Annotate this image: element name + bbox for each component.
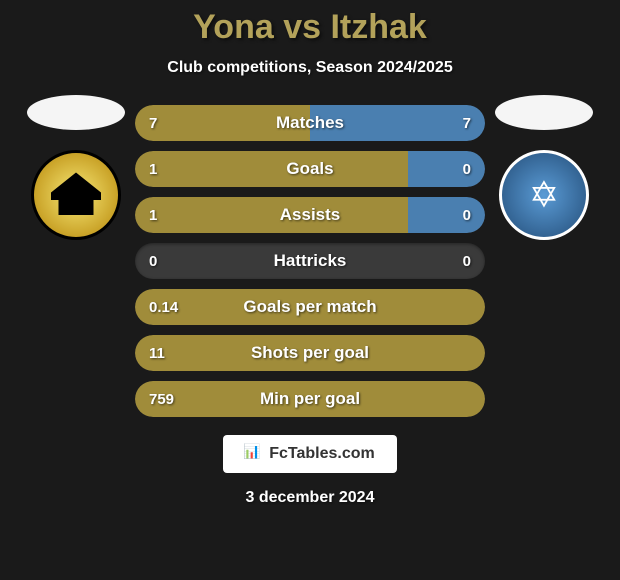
stat-label: Matches <box>276 113 344 133</box>
stat-bar: 759 Min per goal <box>135 381 485 417</box>
player-left-column <box>27 95 125 240</box>
stat-bar: 1 Goals 0 <box>135 151 485 187</box>
bar-fill-left <box>135 197 408 233</box>
bar-fill-right <box>408 151 485 187</box>
player-right-avatar <box>495 95 593 130</box>
stat-value-right: 7 <box>463 115 471 132</box>
stat-value-left: 1 <box>149 207 157 224</box>
stat-value-left: 7 <box>149 115 157 132</box>
stat-value-right: 0 <box>463 253 471 270</box>
site-logo: FcTables.com <box>223 435 397 473</box>
club-badge-left <box>31 150 121 240</box>
stat-label: Hattricks <box>274 251 347 271</box>
stat-bar: 0.14 Goals per match <box>135 289 485 325</box>
stat-value-left: 759 <box>149 391 174 408</box>
stat-bar: 7 Matches 7 <box>135 105 485 141</box>
stat-value-left: 0 <box>149 253 157 270</box>
stat-bars-column: 7 Matches 7 1 Goals 0 1 Assists 0 0 Hattricks 0 0.14… <box>135 105 485 417</box>
site-name: FcTables.com <box>269 445 375 463</box>
date-label: 3 december 2024 <box>246 489 375 507</box>
club-badge-right: ✡ <box>499 150 589 240</box>
subtitle: Club competitions, Season 2024/2025 <box>167 59 452 77</box>
infographic-container: Yona vs Itzhak Club competitions, Season… <box>0 0 620 580</box>
bar-fill-right <box>408 197 485 233</box>
stat-bar: 1 Assists 0 <box>135 197 485 233</box>
stat-value-left: 1 <box>149 161 157 178</box>
chart-icon <box>245 447 263 461</box>
stats-area: 7 Matches 7 1 Goals 0 1 Assists 0 0 Hattricks 0 0.14… <box>0 105 620 417</box>
bar-fill-left <box>135 151 408 187</box>
stat-value-left: 11 <box>149 345 165 362</box>
menorah-icon <box>51 170 101 220</box>
page-title: Yona vs Itzhak <box>193 8 427 47</box>
stat-value-right: 0 <box>463 161 471 178</box>
stat-label: Min per goal <box>260 389 360 409</box>
stat-label: Assists <box>280 205 340 225</box>
stat-value-right: 0 <box>463 207 471 224</box>
player-right-column: ✡ <box>495 95 593 240</box>
stat-label: Goals per match <box>243 297 376 317</box>
stat-value-left: 0.14 <box>149 299 178 316</box>
stat-label: Goals <box>286 159 333 179</box>
star-icon: ✡ <box>519 170 569 220</box>
stat-bar: 11 Shots per goal <box>135 335 485 371</box>
player-left-avatar <box>27 95 125 130</box>
stat-label: Shots per goal <box>251 343 369 363</box>
stat-bar: 0 Hattricks 0 <box>135 243 485 279</box>
